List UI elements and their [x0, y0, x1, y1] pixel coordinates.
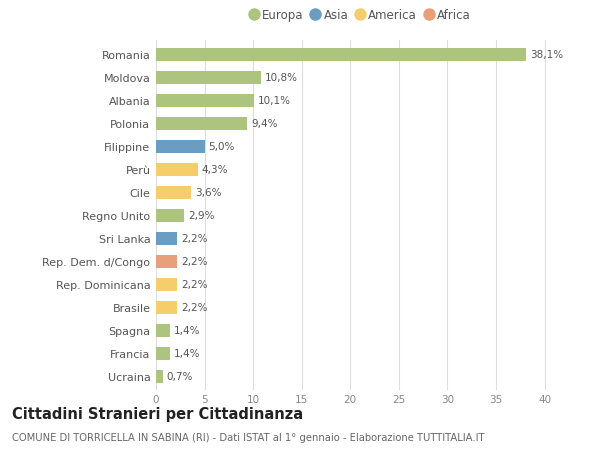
Text: COMUNE DI TORRICELLA IN SABINA (RI) - Dati ISTAT al 1° gennaio - Elaborazione TU: COMUNE DI TORRICELLA IN SABINA (RI) - Da…	[12, 432, 485, 442]
Text: 9,4%: 9,4%	[251, 119, 278, 129]
Text: 0,7%: 0,7%	[167, 371, 193, 381]
Bar	[156, 95, 254, 107]
Bar	[156, 278, 178, 291]
Legend: Europa, Asia, America, Africa: Europa, Asia, America, Africa	[247, 7, 473, 25]
Bar	[156, 301, 178, 314]
Bar	[156, 255, 178, 268]
Text: 10,1%: 10,1%	[258, 96, 291, 106]
Text: 4,3%: 4,3%	[202, 165, 228, 175]
Text: 38,1%: 38,1%	[530, 50, 563, 60]
Bar	[156, 186, 191, 199]
Bar	[156, 163, 198, 176]
Bar	[156, 370, 163, 383]
Bar	[156, 118, 247, 130]
Text: 2,9%: 2,9%	[188, 211, 215, 221]
Text: 2,2%: 2,2%	[181, 302, 208, 313]
Text: Cittadini Stranieri per Cittadinanza: Cittadini Stranieri per Cittadinanza	[12, 406, 303, 421]
Text: 3,6%: 3,6%	[195, 188, 221, 198]
Text: 2,2%: 2,2%	[181, 280, 208, 290]
Bar	[156, 49, 526, 62]
Bar	[156, 209, 184, 222]
Text: 1,4%: 1,4%	[173, 325, 200, 336]
Bar	[156, 324, 170, 337]
Text: 10,8%: 10,8%	[265, 73, 298, 83]
Bar	[156, 232, 178, 245]
Text: 2,2%: 2,2%	[181, 257, 208, 267]
Bar	[156, 140, 205, 153]
Text: 5,0%: 5,0%	[208, 142, 235, 152]
Text: 1,4%: 1,4%	[173, 348, 200, 358]
Text: 2,2%: 2,2%	[181, 234, 208, 244]
Bar	[156, 347, 170, 360]
Bar	[156, 72, 261, 84]
